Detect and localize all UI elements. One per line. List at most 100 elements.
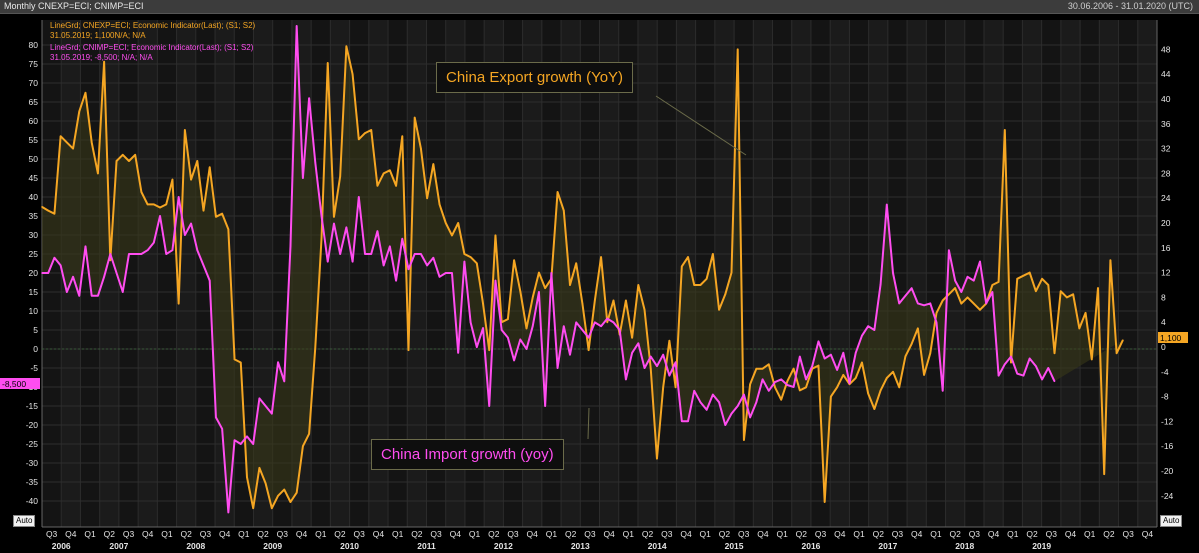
left-axis-tick-label: 70 — [29, 78, 39, 88]
export-data-point — [53, 212, 56, 215]
import-data-point — [190, 222, 192, 225]
right-axis-tick-label: 24 — [1161, 193, 1171, 203]
export-data-point — [997, 281, 1000, 283]
import-data-point — [326, 260, 329, 263]
import-data-point — [830, 353, 832, 356]
export-data-point — [333, 216, 335, 218]
x-axis-quarter-label: Q2 — [257, 529, 269, 539]
import-callout-leader — [587, 407, 590, 440]
export-data-point — [941, 299, 944, 302]
export-data-point — [457, 222, 459, 224]
import-data-point — [979, 260, 981, 263]
export-data-point — [277, 495, 279, 497]
import-data-point — [507, 336, 509, 339]
x-axis-quarter-label: Q2 — [565, 529, 577, 539]
export-data-point — [687, 256, 689, 258]
export-data-point — [892, 371, 894, 373]
legend-import-value: 31.05.2019; -8,500; N/A; N/A — [50, 53, 153, 62]
import-data-point — [432, 257, 435, 259]
x-axis-quarter-label: Q4 — [373, 529, 385, 539]
export-data-point — [792, 367, 795, 370]
import-data-point — [90, 295, 93, 297]
x-axis-year-label: 2017 — [878, 541, 897, 551]
x-axis-quarter-label: Q2 — [488, 529, 500, 539]
x-axis-quarter-label: Q1 — [1007, 529, 1019, 539]
import-data-point — [612, 321, 615, 324]
left-axis-tick-label: -15 — [26, 401, 39, 411]
import-data-point — [1047, 367, 1050, 369]
import-data-point — [954, 279, 956, 282]
import-data-point — [208, 279, 211, 282]
export-data-point — [1035, 290, 1037, 293]
import-data-point — [165, 253, 168, 255]
import-data-point — [426, 264, 428, 267]
left-axis-tick-label: -35 — [26, 477, 39, 487]
export-data-point — [103, 61, 105, 63]
date-range: 30.06.2006 - 31.01.2020 (UTC) — [1067, 1, 1193, 11]
import-data-point — [1004, 363, 1006, 366]
export-data-point — [668, 340, 671, 342]
auto-left-button[interactable]: Auto — [13, 515, 36, 527]
import-data-point — [538, 291, 540, 293]
import-data-point — [252, 443, 254, 445]
x-axis-year-label: 2007 — [109, 541, 128, 551]
right-axis-tick-label: -12 — [1161, 416, 1174, 426]
left-axis-tick-label: -25 — [26, 439, 39, 449]
import-data-point — [72, 276, 74, 278]
import-data-point — [215, 416, 217, 419]
import-data-point — [724, 424, 727, 426]
import-data-point — [1022, 374, 1025, 377]
left-axis-tick-label: -30 — [26, 458, 39, 468]
x-axis-quarter-label: Q1 — [238, 529, 250, 539]
left-axis-tick-label: 25 — [29, 249, 39, 259]
export-data-point — [929, 352, 932, 355]
export-data-point — [444, 222, 447, 224]
import-data-point — [413, 253, 416, 255]
export-data-point — [159, 206, 161, 209]
import-data-point — [637, 342, 640, 345]
export-data-point — [258, 467, 261, 469]
right-axis-tick-label: -16 — [1161, 441, 1174, 451]
export-data-point — [1115, 352, 1118, 355]
import-data-point — [693, 390, 696, 392]
export-data-point — [649, 367, 652, 370]
export-data-point — [438, 203, 441, 206]
export-data-point — [842, 374, 845, 376]
import-data-point — [972, 279, 975, 282]
export-last-value-label: 1,100 — [1160, 333, 1182, 343]
import-data-point — [923, 304, 925, 307]
import-data-point — [867, 325, 869, 328]
import-data-point — [836, 369, 838, 371]
import-data-point — [196, 249, 199, 251]
import-data-point — [59, 264, 62, 267]
export-data-point — [215, 216, 217, 218]
export-data-point — [780, 398, 782, 401]
x-axis-quarter-label: Q2 — [719, 529, 731, 539]
right-axis-tick-label: 4 — [1161, 317, 1166, 327]
import-data-point — [438, 276, 441, 278]
x-axis-quarter-label: Q2 — [873, 529, 885, 539]
x-axis-year-label: 2006 — [52, 541, 71, 551]
import-data-point — [314, 162, 317, 164]
export-data-point — [948, 293, 950, 296]
import-data-point — [109, 253, 112, 255]
import-data-point — [705, 409, 708, 411]
export-data-point — [488, 349, 491, 351]
export-data-point — [917, 327, 919, 330]
chart-area[interactable]: 80757065605550454035302520151050-5-10-15… — [0, 14, 1199, 553]
spread-fill-area — [42, 26, 1123, 513]
import-data-point — [904, 295, 907, 297]
export-data-point — [830, 395, 832, 398]
import-data-point — [1016, 372, 1019, 375]
x-axis-quarter-label: Q3 — [46, 529, 58, 539]
x-axis-quarter-label: Q4 — [911, 529, 923, 539]
left-axis-tick-label: 80 — [29, 40, 39, 50]
right-axis-tick-label: 36 — [1161, 119, 1171, 129]
auto-right-button[interactable]: Auto — [1160, 515, 1183, 527]
export-data-point — [910, 343, 913, 345]
x-axis-quarter-label: Q2 — [104, 529, 116, 539]
import-data-point — [494, 279, 497, 282]
x-axis-quarter-label: Q1 — [546, 529, 558, 539]
import-data-point — [264, 405, 267, 407]
import-data-point — [674, 361, 677, 364]
